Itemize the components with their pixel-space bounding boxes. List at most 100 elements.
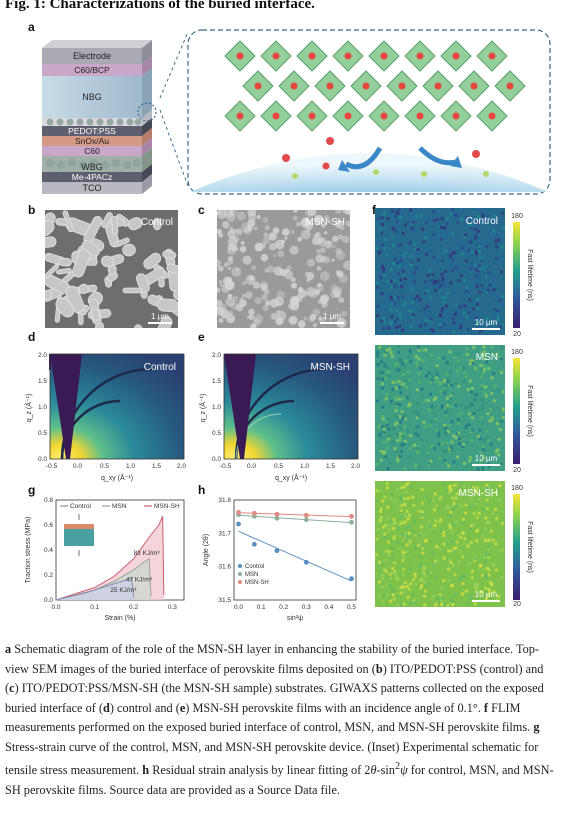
device-stack-diagram: Electrode C60/BCP NBG PEDOT:PSS SnOx/Au … — [42, 40, 157, 194]
g-line-MSN-SH — [55, 516, 165, 601]
colorbar-3: 180 20 Fast lifetime (ns) — [511, 485, 533, 608]
d-ytick-0: 0.0 — [38, 456, 47, 463]
panel-label-a: a — [28, 20, 35, 34]
g-xtick-label: 0.3 — [168, 604, 177, 611]
layer-electrode — [42, 48, 142, 64]
h-point-Control — [303, 559, 309, 565]
h-ytick-label: 31.7 — [218, 530, 231, 537]
flim-msn-sh-label: MSN-SH — [459, 488, 498, 499]
panel-label-e: e — [198, 330, 205, 344]
h-legend-marker — [238, 564, 242, 568]
cbar3-min: 20 — [513, 601, 521, 608]
g-ylabel: Traction stress (MPa) — [25, 517, 32, 584]
h-xlabel: sin²ψ — [287, 615, 303, 622]
h-point-MSN-SH — [251, 510, 257, 516]
d-xtick-2: 0.5 — [100, 463, 109, 470]
stress-strain-chart: 0.0 0.2 0.4 0.6 0.8 0.0 0.1 0.2 0.3 Strain (%) Tra… — [25, 497, 185, 622]
cbar3-max: 180 — [511, 485, 523, 492]
layer-pedot-pss — [42, 126, 142, 136]
g-ytick-label: 0.6 — [44, 522, 53, 529]
h-point-MSN — [349, 519, 354, 525]
h-point-MSN — [274, 515, 280, 521]
g-xtick-label: 0.2 — [129, 604, 138, 611]
panel-label-d: d — [28, 330, 36, 344]
layer-c60 — [42, 146, 142, 156]
d-ytick-3: 1.5 — [38, 378, 47, 385]
h-xtick-label: 0.2 — [279, 604, 288, 611]
d-xtick-0: -0.5 — [46, 463, 58, 470]
layer-c60-bcp — [42, 64, 142, 76]
flim-map-msn-sh: MSN-SH 10 μm — [375, 481, 505, 607]
g-line-Control — [55, 577, 135, 601]
label-c60: C60 — [84, 146, 100, 156]
g-annotation-Control: 25 KJ/m³ — [110, 587, 137, 594]
h-point-MSN-SH — [236, 509, 241, 515]
d-ytick-1: 0.5 — [38, 430, 47, 437]
g-ytick-label: 0.0 — [44, 597, 53, 604]
buried-interface-schematic — [159, 29, 551, 195]
panel-label-c: c — [198, 203, 205, 217]
h-point-MSN-SH — [349, 513, 354, 519]
e-ytick-1: 0.5 — [212, 430, 221, 437]
layer-nbg — [42, 76, 142, 118]
e-xtick-4: 1.5 — [326, 463, 335, 470]
flim-map-msn: MSN 10 μm — [375, 345, 505, 471]
e-ytick-2: 1.0 — [212, 404, 221, 411]
panel-label-h: h — [198, 483, 206, 497]
sem-msn-sh-scale: 1 μm — [323, 312, 341, 321]
flim-control-scale: 10 μm — [475, 318, 498, 327]
h-ytick-label: 31.6 — [218, 564, 231, 571]
flim-msn-label: MSN — [476, 352, 498, 363]
h-point-Control — [236, 521, 241, 527]
h-fit-line-MSN-SH — [238, 512, 352, 518]
sem-control-scale: 1 μm — [151, 312, 169, 321]
h-legend-marker — [238, 580, 242, 584]
d-xtick-3: 1.0 — [126, 463, 135, 470]
h-legend-label: MSN — [245, 572, 258, 578]
h-ylabel: Angle (2θ) — [203, 534, 210, 566]
d-xtick-4: 1.5 — [152, 463, 161, 470]
cbar1-max: 180 — [511, 213, 523, 220]
cbar2-min: 20 — [513, 467, 521, 474]
flim-maps: Control 10 μm MSN 10 μm MSN-SH 10 μm 180… — [375, 208, 533, 608]
g-ytick-label: 0.4 — [44, 547, 53, 554]
flim-msn-sh-scale: 10 μm — [475, 590, 498, 599]
e-ylabel: q_z (Å⁻¹) — [198, 394, 207, 423]
e-ytick-4: 2.0 — [212, 352, 221, 359]
e-ytick-0: 0.0 — [212, 456, 221, 463]
d-xlabel: q_xy (Å⁻¹) — [101, 473, 133, 482]
d-axis-ticks: 0.0 0.5 1.0 1.5 2.0 -0.5 0.0 0.5 1.0 1.5… — [38, 352, 186, 470]
h-fit-line-MSN — [238, 514, 352, 524]
g-xtick-label: 0.0 — [51, 604, 60, 611]
d-ytick-4: 2.0 — [38, 352, 47, 359]
h-xtick-label: 0.3 — [302, 604, 311, 611]
h-legend-marker — [238, 572, 242, 576]
panel-label-b: b — [28, 203, 36, 217]
cbar1-title: Fast lifetime (ns) — [526, 249, 533, 301]
label-me-4pacz: Me-4PACz — [72, 172, 112, 182]
h-xtick-label: 0.5 — [347, 604, 356, 611]
layer-tco — [42, 182, 142, 194]
e-xtick-2: 0.5 — [274, 463, 283, 470]
cbar2-max: 180 — [511, 349, 523, 356]
h-point-Control — [349, 576, 354, 582]
figure-title: Fig. 1: Characterizations of the buried … — [5, 0, 315, 12]
h-point-MSN-SH — [274, 511, 280, 517]
label-snox-au: SnOx/Au — [75, 136, 109, 146]
h-point-Control — [251, 541, 257, 547]
giwaxs-control: 0.0 0.5 1.0 1.5 2.0 -0.5 0.0 0.5 1.0 1.5… — [24, 352, 186, 482]
label-wbg: WBG — [81, 162, 103, 172]
layer-me-4pacz — [42, 172, 142, 182]
sem-image-control: Control 1 μm — [45, 210, 178, 328]
cbar3-title: Fast lifetime (ns) — [526, 521, 533, 573]
e-xtick-0: -0.5 — [220, 463, 232, 470]
d-xtick-1: 0.0 — [73, 463, 82, 470]
layer-snox-au — [42, 136, 142, 146]
h-ytick-label: 31.5 — [218, 597, 231, 604]
sem-image-msn-sh: MSN-SH 1 μm — [217, 210, 350, 328]
h-xtick-label: 0.1 — [257, 604, 266, 611]
sem-msn-sh-label: MSN-SH — [306, 217, 345, 228]
h-point-MSN — [303, 517, 309, 523]
g-xlabel: Strain (%) — [104, 615, 135, 622]
h-ytick-label: 31.8 — [218, 497, 231, 504]
